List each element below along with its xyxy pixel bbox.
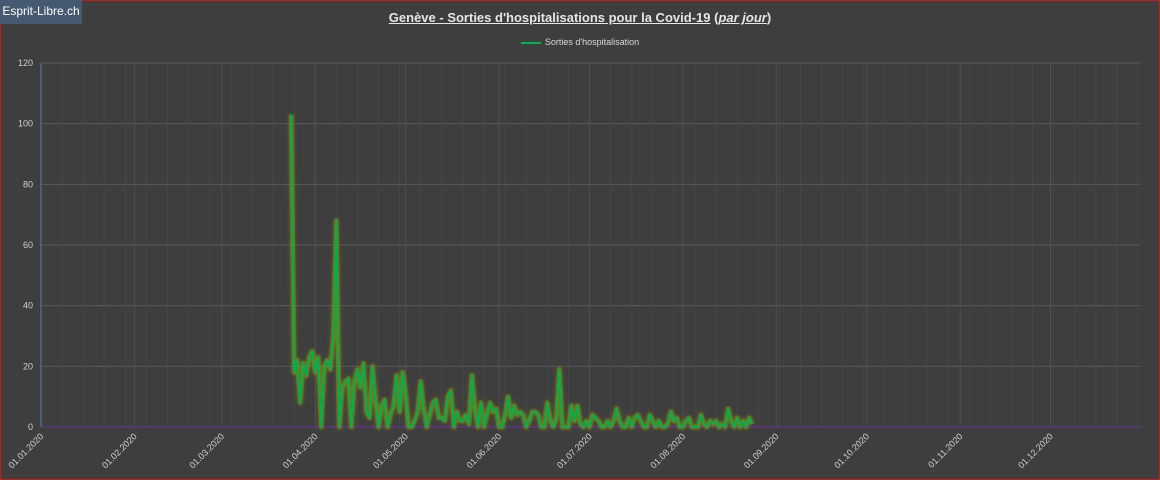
x-tick-label: 01.12.2020 (1016, 431, 1055, 470)
x-tick-label: 01.01.2020 (6, 431, 45, 470)
x-tick-label: 01.07.2020 (555, 431, 594, 470)
y-tick-label: 120 (18, 58, 33, 68)
x-tick-label: 01.10.2020 (832, 431, 871, 470)
x-tick-label: 01.03.2020 (187, 431, 226, 470)
x-tick-label: 01.09.2020 (742, 431, 781, 470)
y-tick-label: 20 (23, 361, 33, 371)
y-tick-label: 0 (28, 422, 33, 432)
x-tick-label: 01.06.2020 (465, 431, 504, 470)
y-tick-label: 100 (18, 119, 33, 129)
legend: Sorties d'hospitalisation (0, 37, 1160, 47)
watermark: Esprit-Libre.ch (0, 0, 82, 24)
title-paren-close: ) (766, 10, 772, 25)
chart-title: Genève - Sorties d'hospitalisations pour… (0, 10, 1160, 25)
x-tick-label: 01.08.2020 (648, 431, 687, 470)
y-ticks: 0 20 40 60 80 100 120 (18, 58, 33, 432)
x-ticks: 01.01.2020 01.02.2020 01.03.2020 01.04.2020… (6, 431, 1055, 470)
x-tick-label: 01.02.2020 (100, 431, 139, 470)
legend-swatch (520, 41, 541, 44)
x-tick-label: 01.11.2020 (926, 431, 964, 469)
y-tick-label: 40 (23, 301, 33, 311)
grid (40, 62, 1141, 427)
x-tick-label: 01.04.2020 (281, 431, 320, 470)
chart-title-sub: par jour (718, 10, 767, 25)
legend-label: Sorties d'hospitalisation (544, 37, 640, 47)
chart-title-text: Genève - Sorties d'hospitalisations pour… (388, 10, 711, 25)
y-tick-label: 60 (23, 240, 33, 250)
series-line (290, 114, 754, 428)
y-tick-label: 80 (23, 179, 33, 189)
series-group (288, 114, 755, 430)
x-tick-label: 01.05.2020 (371, 431, 410, 470)
title-paren-open: ( (714, 10, 719, 25)
